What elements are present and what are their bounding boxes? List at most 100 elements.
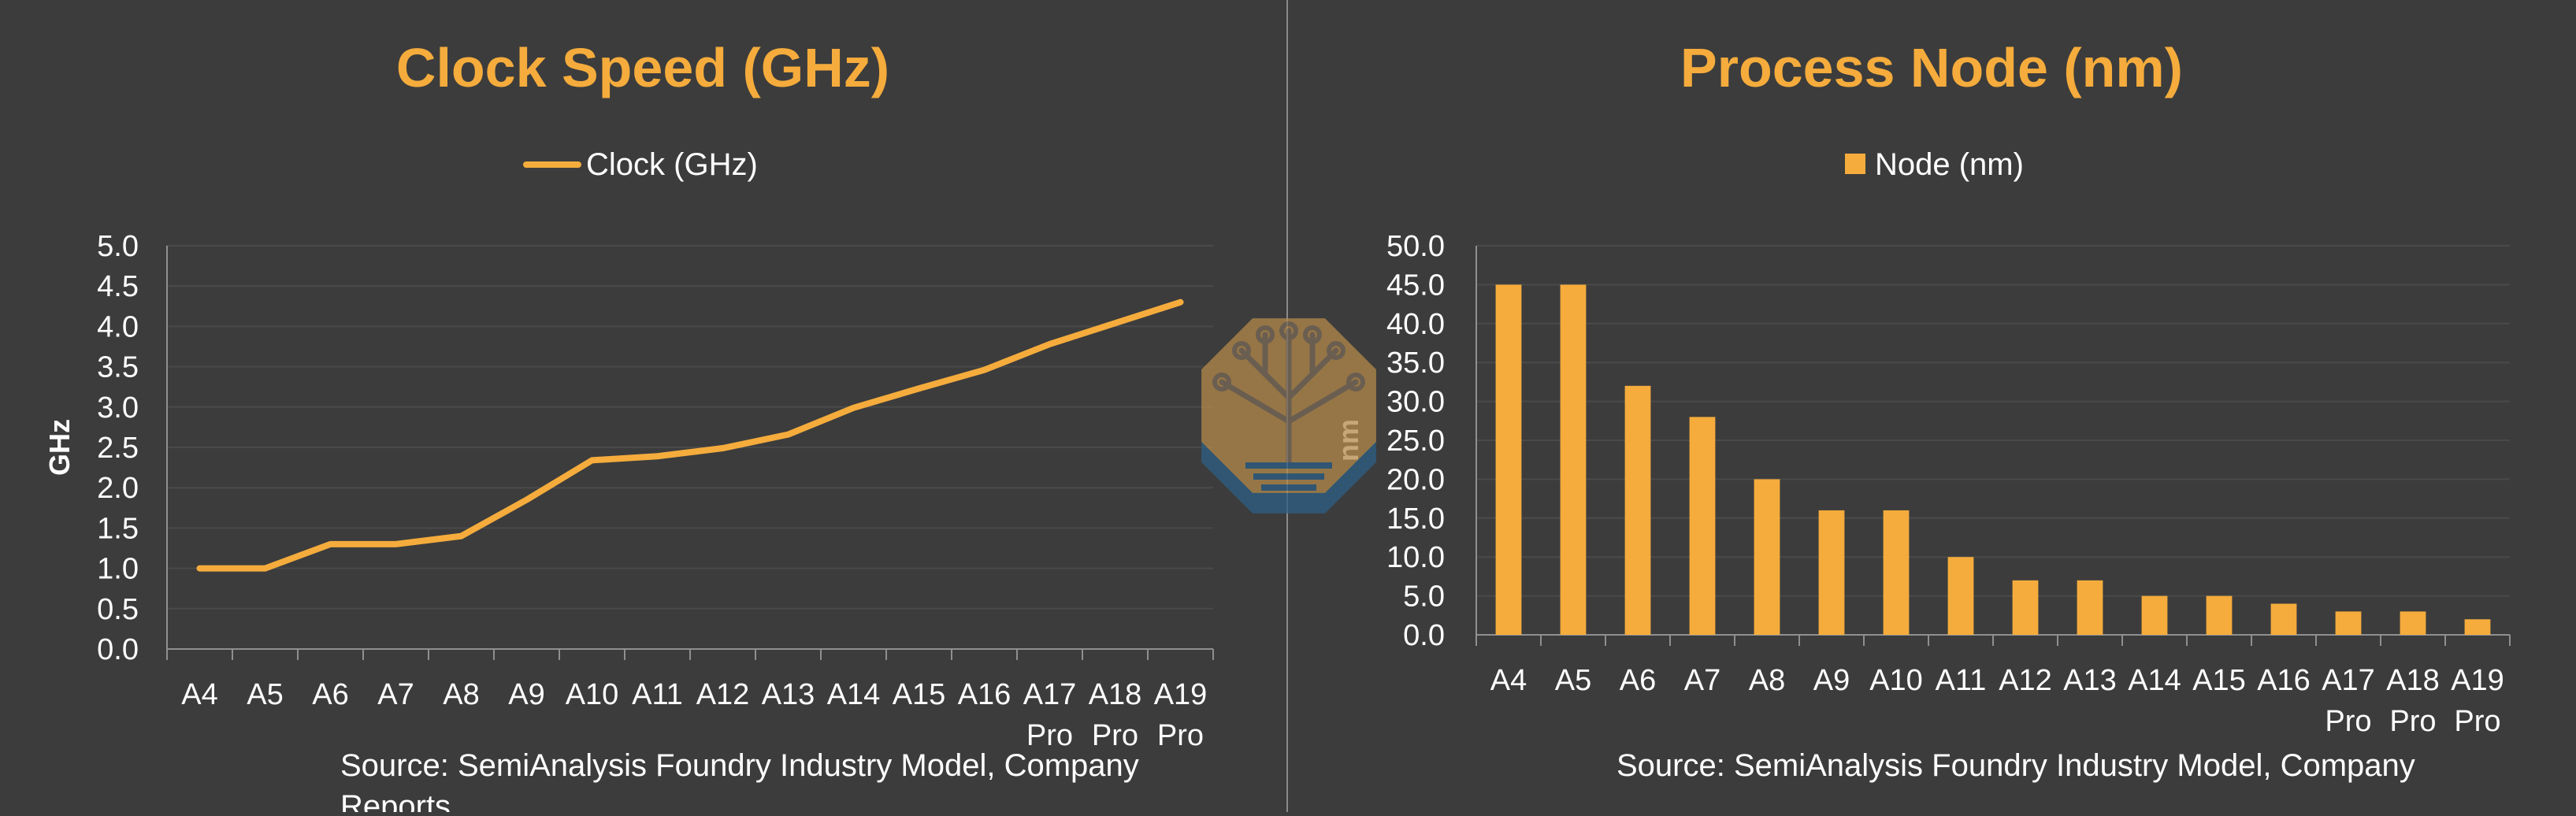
logo-branch	[1219, 379, 1292, 425]
logo-node	[1327, 341, 1346, 360]
circuit-tree-logo-icon	[1201, 318, 1376, 514]
source-note: Source: SemiAnalysis Foundry Industry Mo…	[1616, 748, 2415, 783]
y-tick-label: 3.5	[97, 351, 139, 384]
x-tick-label: Pro	[2389, 705, 2436, 738]
x-tick-label: A15	[2192, 664, 2246, 697]
y-tick-label: 30.0	[1386, 386, 1445, 419]
bar	[1947, 557, 1974, 635]
legend-label: Node (nm)	[1875, 147, 2024, 182]
data-point	[657, 455, 659, 457]
data-point	[526, 499, 528, 501]
y-tick-label: 0.0	[1403, 619, 1445, 652]
y-tick-label: 1.5	[97, 512, 139, 545]
x-tick-label: A8	[1749, 664, 1785, 697]
y-tick-label: 10.0	[1386, 541, 1445, 574]
chart-title: Process Node (nm)	[1680, 37, 2183, 98]
y-tick-label: 4.0	[97, 310, 139, 343]
x-tick-label: A11	[632, 678, 683, 711]
x-tick-label: Pro	[2325, 705, 2371, 738]
x-tick-label: A14	[2128, 664, 2181, 697]
bar	[2464, 619, 2491, 635]
y-tick-label: 2.0	[97, 472, 139, 505]
x-tick-label: A16	[2257, 664, 2311, 697]
x-tick-label: A14	[827, 678, 881, 711]
x-tick-label: A4	[1490, 664, 1527, 697]
x-tick-label: Pro	[1092, 719, 1138, 752]
y-tick-label: 3.0	[97, 391, 139, 425]
logo-node	[1303, 325, 1322, 344]
data-point	[919, 388, 920, 389]
y-tick-label: 45.0	[1386, 269, 1445, 302]
chart-title: Clock Speed (GHz)	[396, 37, 889, 98]
data-point	[1049, 343, 1051, 345]
legend-label: Clock (GHz)	[586, 147, 758, 182]
x-tick-label: Pro	[1026, 719, 1073, 752]
y-tick-label: 4.5	[97, 270, 139, 303]
y-tick-label: 5.0	[1403, 580, 1445, 614]
data-point	[265, 568, 266, 569]
x-tick-label: Pro	[2454, 705, 2500, 738]
bar	[1495, 284, 1522, 635]
bar	[2335, 611, 2362, 635]
logo-base-bar	[1245, 462, 1332, 469]
x-tick-label: A19	[1154, 678, 1208, 711]
y-tick-label: 0.5	[97, 593, 139, 626]
x-tick-label: A7	[1684, 664, 1720, 697]
logo-base-bar	[1253, 473, 1324, 480]
logo-node	[1212, 373, 1231, 391]
x-tick-label: A12	[1999, 664, 2052, 697]
source-note: Reports	[340, 789, 451, 812]
y-tick-label: 15.0	[1386, 503, 1445, 536]
bar	[1754, 479, 1780, 635]
bar	[2141, 595, 2168, 635]
x-tick-label: A13	[2063, 664, 2117, 697]
data-point	[984, 369, 985, 371]
x-tick-label: A13	[762, 678, 815, 711]
clock-speed-chart: Clock Speed (GHz) 0.0 0.5 1.0 1.5 2.0 2.5 3.0 3.…	[43, 37, 1214, 816]
data-point	[1180, 302, 1182, 303]
y-tick-label: 40.0	[1386, 308, 1445, 341]
x-tick-label: A10	[1869, 664, 1923, 697]
series-line	[196, 299, 1184, 572]
data-point	[592, 459, 593, 461]
x-tick-label: A18	[2386, 664, 2440, 697]
bar	[2012, 580, 2039, 635]
bar	[1689, 417, 1716, 635]
bar	[2270, 603, 2297, 635]
bar	[2206, 595, 2233, 635]
bar	[1560, 284, 1587, 635]
y-tick-label: 1.0	[97, 553, 139, 586]
source-note: Source: SemiAnalysis Foundry Industry Mo…	[340, 748, 1139, 783]
x-tick-label: A15	[893, 678, 946, 711]
bar	[1624, 385, 1651, 635]
logo-node	[1256, 325, 1275, 344]
x-tick-label: A6	[312, 678, 348, 711]
x-tick-label: Pro	[1157, 719, 1204, 752]
bar	[1883, 510, 1910, 635]
y-tick-label: 25.0	[1386, 425, 1445, 458]
x-tick-label: A5	[1555, 664, 1591, 697]
x-tick-label: A16	[958, 678, 1011, 711]
logo-node	[1279, 321, 1298, 340]
x-tick-label: A8	[443, 678, 479, 711]
logo-node	[1346, 373, 1365, 391]
x-tick-label: A4	[181, 678, 217, 711]
y-axis-title: GHz	[43, 419, 76, 476]
data-point	[853, 407, 855, 409]
x-tick-label: A9	[1813, 664, 1850, 697]
y-tick-label: 20.0	[1386, 463, 1445, 496]
x-tick-label: A11	[1936, 664, 1987, 697]
data-point	[1115, 322, 1116, 324]
x-tick-label: A9	[508, 678, 544, 711]
data-point	[722, 447, 724, 449]
x-tick-label: A12	[696, 678, 750, 711]
x-tick-label: A6	[1620, 664, 1656, 697]
bar	[2077, 580, 2103, 635]
logo-branch	[1286, 379, 1359, 425]
y-tick-label: 35.0	[1386, 347, 1445, 380]
x-tick-label: A7	[377, 678, 414, 711]
x-tick-label: A10	[566, 678, 619, 711]
y-tick-label: 2.5	[97, 432, 139, 465]
